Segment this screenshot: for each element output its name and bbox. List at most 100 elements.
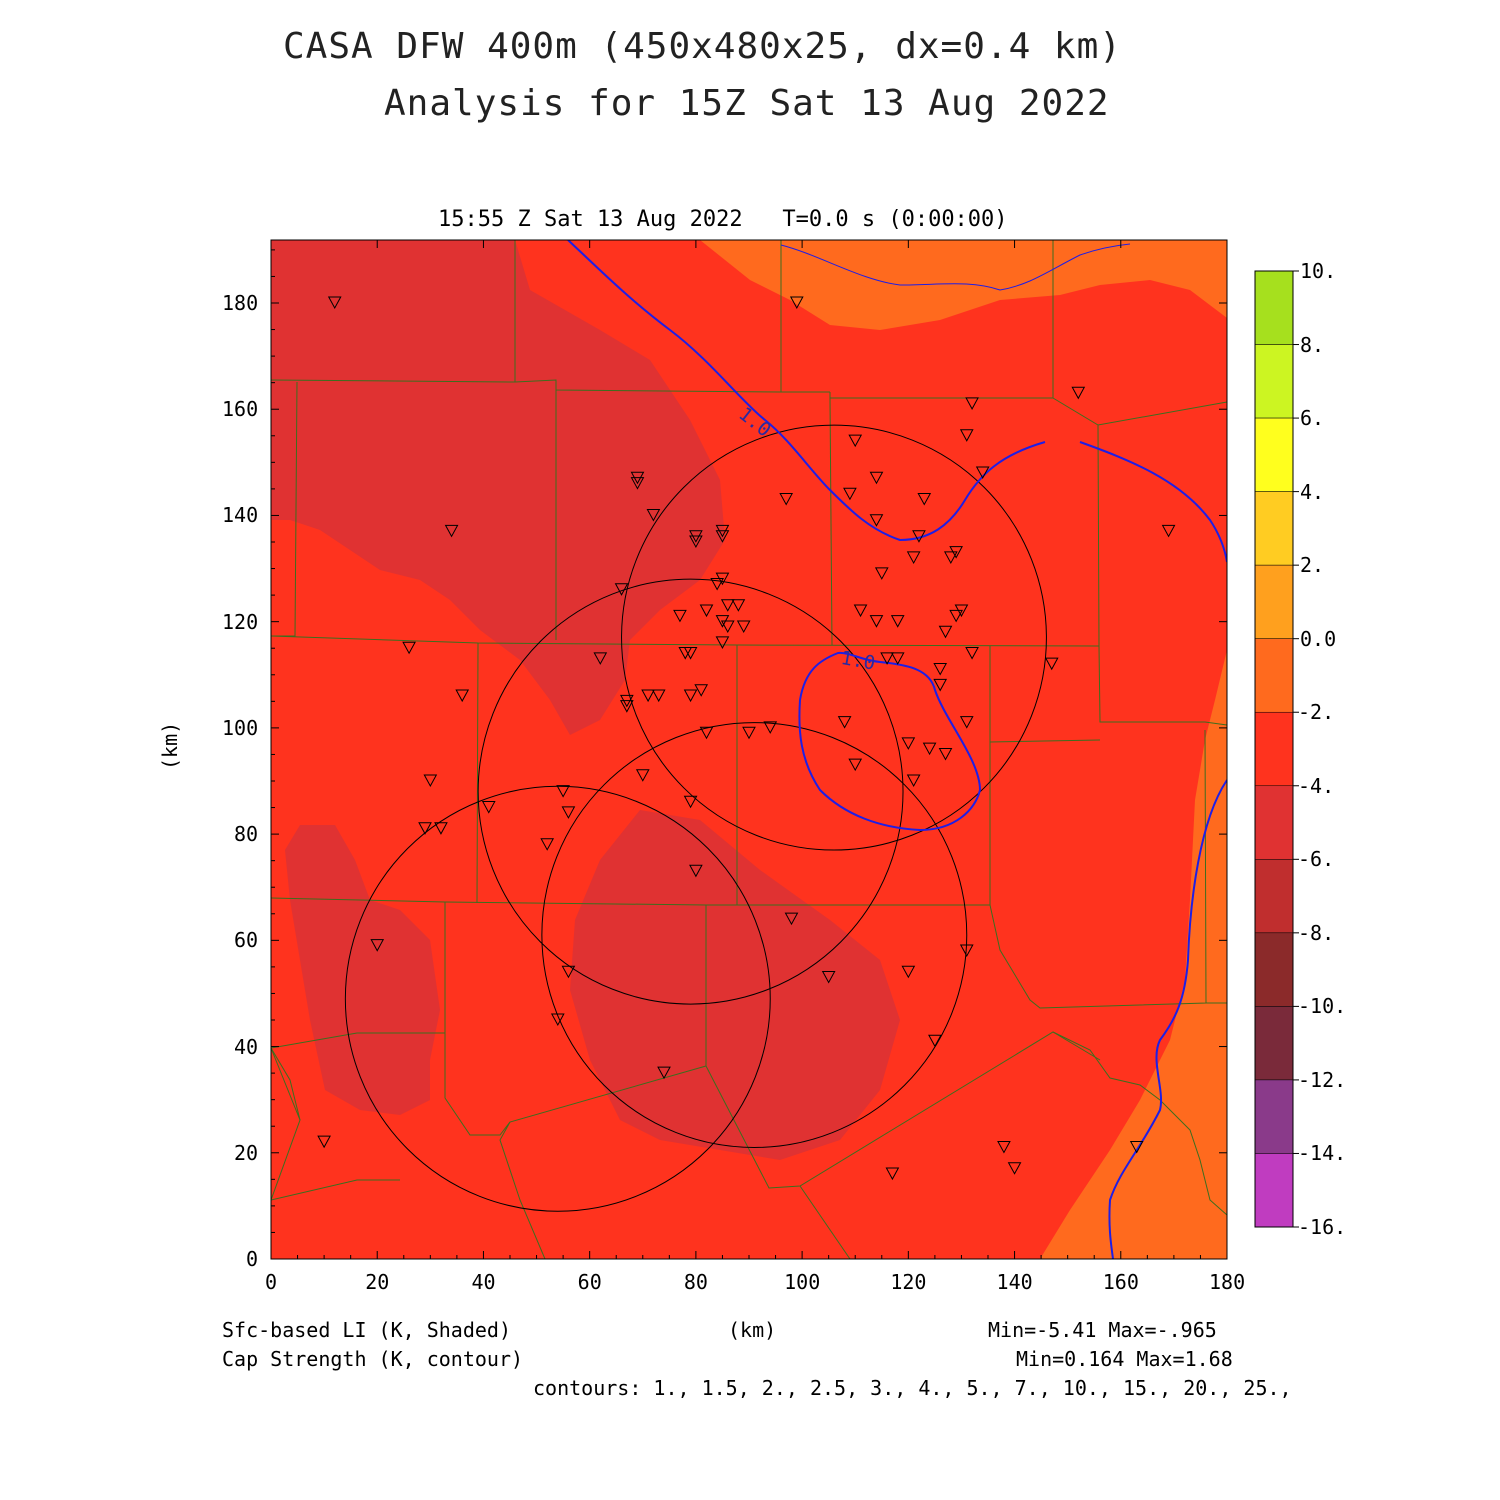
station-marker [742, 726, 756, 740]
colorbar-label: 6. [1300, 406, 1325, 431]
station-marker [763, 721, 778, 734]
x-tick-label: 160 [1102, 1270, 1139, 1294]
colorbar-label: 8. [1300, 332, 1325, 357]
station-marker [540, 838, 555, 851]
footer-left-line2: Cap Strength (K, contour) [222, 1347, 524, 1371]
y-tick-label: 60 [234, 928, 259, 953]
station-marker [715, 636, 730, 649]
station-marker [779, 493, 794, 506]
footer-right-line2: Min=0.164 Max=1.68 [1016, 1347, 1233, 1371]
li-field-orange-top [700, 240, 1227, 330]
station-marker [561, 806, 576, 819]
station-marker [418, 822, 432, 835]
station-marker [869, 514, 884, 527]
colorbar-swatch [1254, 564, 1294, 639]
y-axis-title: (km) [158, 721, 182, 770]
station-marker [736, 620, 751, 634]
x-axis-title: (km) [728, 1318, 777, 1342]
station-marker [848, 758, 863, 772]
station-marker [912, 530, 926, 543]
y-tick-label: 20 [234, 1140, 259, 1165]
station-marker [317, 1135, 331, 1149]
x-tick-label: 140 [996, 1270, 1033, 1294]
y-tick-label: 0 [246, 1247, 259, 1271]
colorbar-label: 0.0 [1300, 626, 1337, 651]
station-marker [593, 652, 608, 665]
x-axis-ticks [270, 240, 1228, 1259]
station-marker [821, 971, 836, 984]
station-marker [699, 726, 714, 740]
station-marker [402, 641, 416, 655]
colorbar-swatch [1254, 491, 1294, 566]
colorbar-swatch [1254, 270, 1294, 345]
station-marker [1071, 386, 1086, 400]
colorbar-swatch [1254, 417, 1294, 492]
station-marker [965, 647, 979, 660]
footer-contours: contours: 1., 1.5, 2., 2.5, 3., 4., 5., … [533, 1376, 1292, 1400]
x-tick-label: 180 [1209, 1270, 1246, 1294]
station-marker [620, 694, 634, 708]
station-marker [683, 647, 698, 660]
plot-title-line2: Analysis for 15Z Sat 13 Aug 2022 [384, 83, 1110, 124]
contour-upper-right [1079, 441, 1227, 563]
colorbar [1254, 270, 1299, 1228]
radar-range-ring [621, 424, 1047, 851]
station-marker [699, 604, 714, 618]
radar-range-ring [541, 722, 968, 1148]
x-tick-label: 120 [890, 1270, 927, 1294]
colorbar-swatch [1254, 785, 1294, 860]
station-marker [327, 296, 342, 310]
station-marker [928, 1034, 942, 1048]
station-marker [906, 774, 921, 788]
station-marker [843, 487, 857, 501]
county-boundaries [271, 240, 1227, 1259]
shaded-field [271, 240, 1227, 1259]
y-tick-label: 180 [222, 291, 259, 315]
station-marker [965, 397, 979, 410]
y-tick-label: 100 [222, 715, 259, 740]
station-marker [949, 609, 963, 623]
station-marker [657, 1066, 671, 1080]
station-marker [731, 599, 746, 612]
colorbar-swatch [1254, 1079, 1294, 1154]
colorbar-label: -8. [1298, 920, 1335, 945]
colorbar-frame [1254, 270, 1294, 1228]
colorbar-label: 4. [1300, 479, 1325, 504]
y-tick-label: 40 [234, 1034, 259, 1059]
station-marker [556, 785, 570, 798]
x-tick-label: 80 [683, 1270, 708, 1294]
station-marker [901, 737, 916, 750]
station-marker [906, 551, 921, 564]
contour-right [1108, 779, 1227, 1259]
colorbar-label: -16. [1298, 1215, 1347, 1239]
station-marker [720, 620, 735, 634]
colorbar-swatch [1254, 1153, 1294, 1228]
station-marker [874, 567, 889, 580]
station-marker [561, 965, 576, 979]
station-marker [630, 471, 645, 485]
li-field-low-lower-middle [570, 810, 900, 1160]
y-tick-label: 120 [222, 609, 259, 634]
station-marker [933, 678, 948, 692]
station-marker [837, 716, 852, 729]
station-marker [673, 609, 687, 623]
station-marker [715, 572, 730, 586]
radar-range-ring [477, 578, 904, 1005]
station-marker [641, 689, 655, 703]
station-marker [1129, 1140, 1144, 1154]
station-marker [630, 477, 645, 490]
station-marker [434, 822, 448, 835]
cap-strength-contours [567, 240, 1227, 1259]
y-tick-label: 140 [222, 503, 259, 528]
station-marker [890, 652, 905, 665]
station-marker [423, 774, 438, 788]
station-marker [614, 583, 629, 596]
station-marker [959, 716, 974, 729]
station-marker [943, 551, 958, 564]
station-marker [917, 493, 932, 506]
station-marker [938, 625, 953, 639]
plot-title-line1: CASA DFW 400m (450x480x25, dx=0.4 km) [283, 26, 1122, 67]
station-marker [784, 912, 799, 926]
colorbar-label: -4. [1298, 773, 1335, 798]
